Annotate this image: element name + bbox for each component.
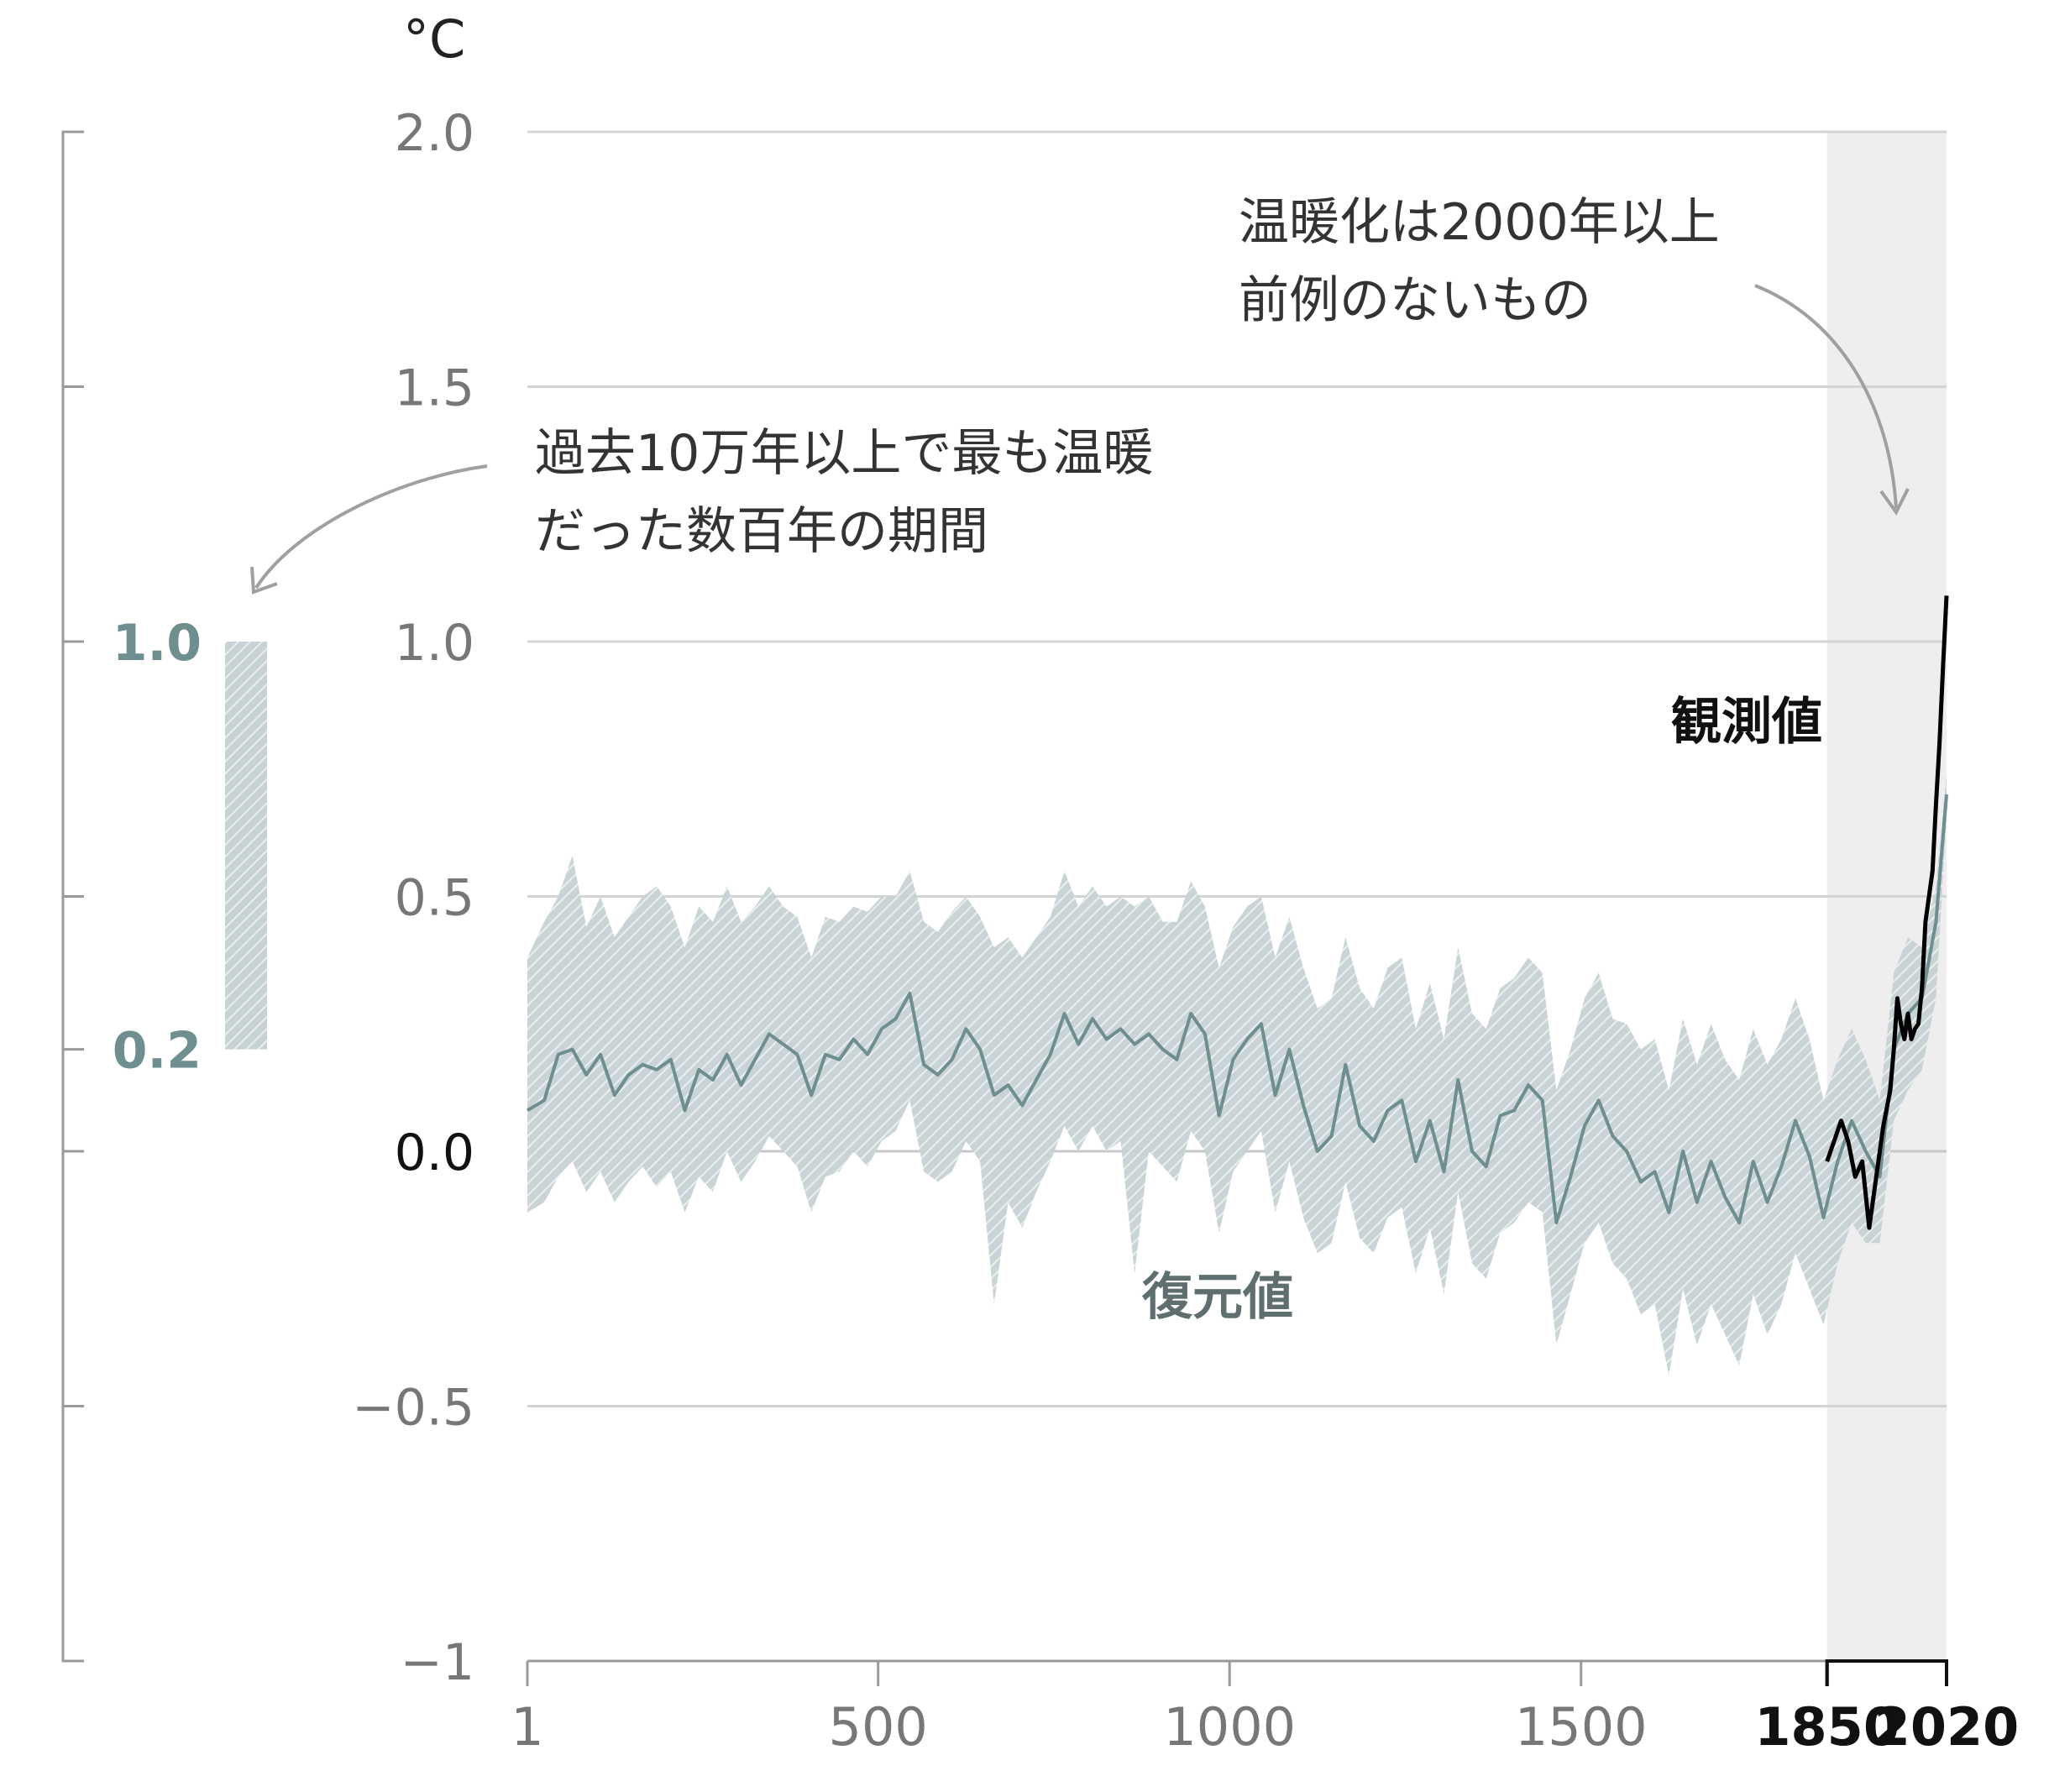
x-tick-label: 1 [511, 1696, 543, 1758]
observed-line [1825, 595, 1949, 1230]
reconstructed-series-label: 復元値 [1141, 1268, 1293, 1327]
annotation-past-warm-period: 過去10万年以上で最も温暖 だった数百年の期間 [535, 424, 1169, 561]
x-tick-label: 2020 [1874, 1696, 2020, 1758]
y-unit-label: °C [403, 8, 465, 70]
y-tick-label: −0.5 [352, 1379, 474, 1438]
arrow-recent-warming [1754, 284, 1898, 509]
y-tick-label: −1 [401, 1633, 474, 1692]
side-label-high: 1.0 [113, 614, 202, 673]
modern-period-bracket [1825, 1659, 1948, 1686]
arrow-past-warm-period [254, 464, 488, 589]
y-tick-label: 1.0 [395, 614, 474, 673]
reconstruction-band [527, 773, 1947, 1376]
axes: 2.01.51.00.50.0−0.5−11 500 1000 1500 1850202… [352, 104, 2019, 1758]
y-tick-label: 1.5 [395, 359, 474, 418]
x-tick-label: 500 [829, 1696, 928, 1758]
past-warm-period-bar: 1.0 0.2 [61, 130, 267, 1663]
uncertainty-band [527, 773, 1947, 1376]
annotation-recent-warming: 温暖化は2000年以上 前例のないもの [1239, 193, 1736, 330]
side-label-low: 0.2 [113, 1022, 202, 1081]
y-tick-label: 0.0 [395, 1124, 474, 1182]
x-tick-label: 1850 [1754, 1696, 1900, 1758]
side-range-bar [225, 642, 267, 1050]
y-tick-label: 2.0 [395, 104, 474, 163]
annotations: °C 温暖化は2000年以上 前例のないもの 過去10万年以上で最も温暖 だった… [250, 8, 1910, 1327]
y-tick-label: 0.5 [395, 869, 474, 928]
arrowhead-recent-warming [1879, 488, 1910, 516]
series-lines [526, 595, 1949, 1230]
reconstruction-line [526, 794, 1948, 1224]
x-tick-label: 1000 [1163, 1696, 1296, 1758]
arrowhead-past-warm-period [250, 566, 278, 595]
x-tick-label: 1500 [1515, 1696, 1648, 1758]
observed-series-label: 観測値 [1671, 693, 1822, 752]
